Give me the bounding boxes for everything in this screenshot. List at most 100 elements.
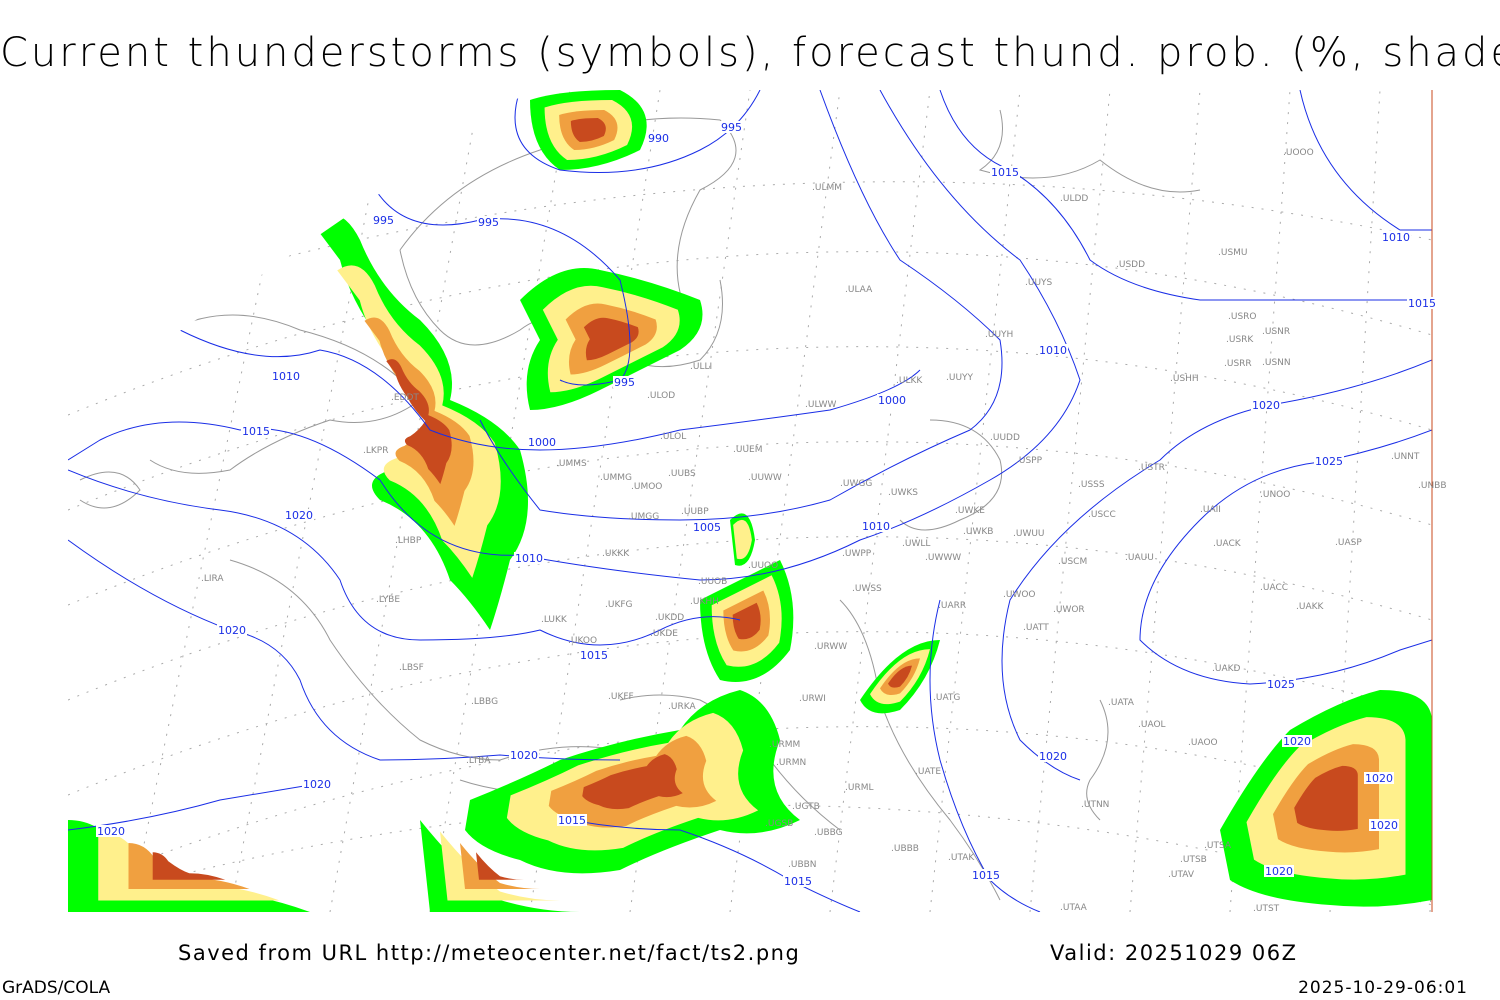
- isobar-line: [479, 90, 1003, 521]
- storm-area: [860, 640, 940, 714]
- station-label: .UUBP: [681, 507, 709, 517]
- station-label: .UUOO: [748, 561, 778, 571]
- isobar-label: 995: [614, 376, 635, 389]
- station-label: .USCC: [1088, 510, 1116, 520]
- isobar-label-bg: [477, 216, 500, 228]
- isobar-label-bg: [647, 132, 670, 144]
- isobar-label: 995: [373, 214, 394, 227]
- station-label: .UGTB: [792, 802, 820, 812]
- source-url-text: Saved from URL http://meteocenter.net/fa…: [178, 941, 801, 965]
- station-label: .UWKE: [955, 506, 985, 516]
- station-label: .UATA: [1108, 698, 1135, 708]
- isobar-label-bg: [579, 649, 609, 661]
- isobar-line: [929, 599, 1041, 912]
- probability-shade: [582, 754, 683, 810]
- map-title: Current thunderstorms (symbols), forecas…: [0, 30, 1500, 76]
- isobar-label-bg: [372, 214, 395, 226]
- station-label: .UMMS: [556, 459, 587, 469]
- station-label: .UWLL: [902, 539, 930, 549]
- station-label: .UUWW: [748, 473, 782, 483]
- station-label: .ULOL: [660, 432, 686, 442]
- meridian: [129, 90, 301, 912]
- isobar-label-bg: [1282, 735, 1312, 747]
- isobar-label-bg: [96, 825, 126, 837]
- isobars: [68, 90, 1432, 912]
- station-label: .UAUU: [1125, 553, 1154, 563]
- station-label: .ULWW: [805, 400, 837, 410]
- station-label: .UATG: [933, 693, 960, 703]
- station-label: .ULOD: [647, 391, 675, 401]
- probability-shade: [733, 519, 752, 560]
- meridian: [1029, 90, 1111, 912]
- station-label: .UGSB: [765, 819, 793, 829]
- station-label: .URML: [845, 783, 873, 793]
- isobar-label-bg: [1364, 772, 1394, 784]
- station-label: .UKFF: [608, 692, 634, 702]
- probability-shade: [570, 118, 606, 142]
- station-label: .URMM: [769, 740, 800, 750]
- station-label: .UUEM: [733, 445, 763, 455]
- station-label: .UKOO: [568, 636, 597, 646]
- station-label: .UMGG: [628, 512, 659, 522]
- probability-shade: [1294, 765, 1358, 831]
- isobar-label-bg: [1314, 455, 1344, 467]
- coastline: [229, 559, 621, 761]
- station-label: .EDDT: [391, 393, 419, 403]
- station-label: .UATT: [1023, 623, 1049, 633]
- probability-shade: [888, 665, 912, 688]
- isobar-label: 1010: [515, 552, 543, 565]
- probability-shade: [128, 843, 250, 889]
- isobar-label: 1000: [878, 394, 906, 407]
- station-label: .LYBE: [376, 595, 400, 605]
- isobar-label-bg: [720, 121, 743, 133]
- station-label: .USTR: [1138, 463, 1165, 473]
- isobar-line: [1139, 429, 1432, 685]
- isobar-line: [559, 817, 861, 912]
- isobar-labels: 990 995 995 995 995 1015 1010 1015 1010 1000 1000 1…: [96, 121, 1437, 888]
- station-label: .UBBN: [788, 860, 817, 870]
- meridian: [1129, 90, 1201, 912]
- isobar-label: 1020: [1370, 819, 1398, 832]
- isobar-label-bg: [783, 875, 813, 887]
- station-label: .USRR: [1224, 359, 1252, 369]
- storm-area: [520, 268, 703, 410]
- isobar-label: 1025: [1267, 678, 1295, 691]
- station-label: .USNR: [1262, 327, 1290, 337]
- isobar-line: [68, 469, 741, 646]
- coastline: [79, 471, 141, 509]
- isobar-label: 1020: [510, 749, 538, 762]
- station-label: .LIRA: [201, 574, 224, 584]
- isobar-label: 990: [648, 132, 669, 145]
- station-label: .ULLI: [690, 362, 712, 372]
- station-label: .UTAA: [1060, 903, 1088, 913]
- station-label: .UKDD: [655, 613, 684, 623]
- isobar-label-bg: [527, 436, 557, 448]
- isobar-label-bg: [1407, 297, 1437, 309]
- station-label: .ULDD: [1060, 194, 1088, 204]
- station-label: .UUYH: [985, 330, 1013, 340]
- isobar-label-bg: [557, 814, 587, 826]
- isobar-label: 1015: [972, 869, 1000, 882]
- station-label: .UTAV: [1168, 870, 1195, 880]
- isobar-label-bg: [861, 520, 891, 532]
- isobar-label-bg: [302, 778, 332, 790]
- isobar-label: 1020: [1283, 735, 1311, 748]
- isobar-label: 1015: [784, 875, 812, 888]
- station-label: .UMOO: [631, 482, 662, 492]
- station-label: .UACK: [1213, 539, 1242, 549]
- station-label: .UWWW: [925, 553, 961, 563]
- isobar-line: [68, 90, 1081, 581]
- isobar-label-bg: [971, 869, 1001, 881]
- isobar-label-bg: [877, 394, 907, 406]
- station-label: .UNNT: [1391, 452, 1420, 462]
- station-label: .UATE: [915, 767, 941, 777]
- isobar-label-bg: [271, 370, 301, 382]
- station-label: .LTBA: [466, 756, 491, 766]
- station-label: .UWKB: [963, 527, 993, 537]
- station-label: .UBBB: [891, 844, 919, 854]
- station-label: .UUYY: [946, 373, 974, 383]
- isobar-label: 1015: [1408, 297, 1436, 310]
- isobar-label: 1000: [528, 436, 556, 449]
- isobar-line: [1001, 359, 1432, 781]
